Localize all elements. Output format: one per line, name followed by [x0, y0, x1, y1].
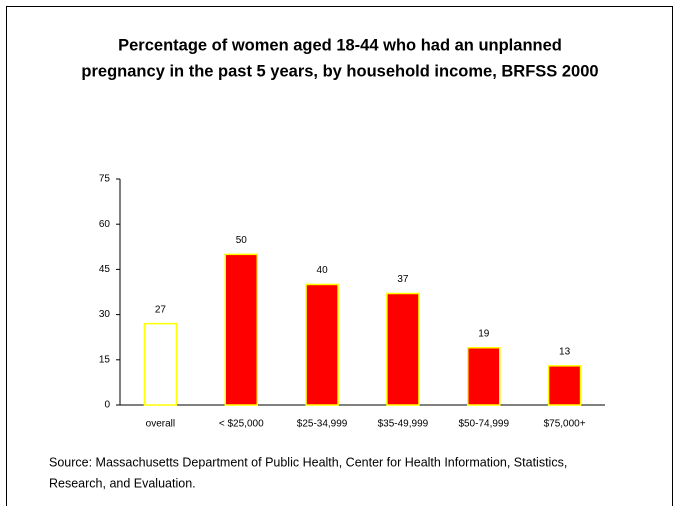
value-label: 50: [236, 235, 248, 246]
y-tick-label: 30: [99, 309, 111, 320]
bar: [305, 283, 339, 406]
bar: [386, 292, 420, 406]
x-tick-label: < $25,000: [219, 419, 264, 430]
x-tick-label: overall: [146, 419, 175, 430]
bar: [467, 346, 501, 406]
y-tick-label: 60: [99, 219, 111, 230]
value-label: 27: [155, 304, 167, 315]
y-tick-label: 45: [99, 264, 111, 275]
bar: [547, 365, 582, 406]
bar: [143, 322, 178, 406]
y-tick-label: 15: [99, 354, 111, 365]
value-label: 37: [397, 274, 409, 285]
bar: [224, 253, 258, 406]
y-tick-label: 0: [104, 400, 110, 411]
chart-title: pregnancy in the past 5 years, by househ…: [81, 62, 598, 80]
x-tick-label: $75,000+: [544, 419, 586, 430]
y-tick-label: 75: [99, 174, 111, 185]
value-label: 13: [559, 346, 571, 357]
source: Research, and Evaluation.: [49, 476, 196, 490]
source: Source: Massachusetts Department of Publ…: [49, 455, 567, 469]
x-tick-label: $50-74,999: [458, 419, 509, 430]
x-tick-label: $25-34,999: [297, 419, 348, 430]
chart-title: Percentage of women aged 18-44 who had a…: [118, 36, 562, 54]
frame: [6, 6, 673, 506]
value-label: 40: [317, 265, 329, 276]
x-tick-label: $35-49,999: [378, 419, 429, 430]
value-label: 19: [478, 328, 490, 339]
